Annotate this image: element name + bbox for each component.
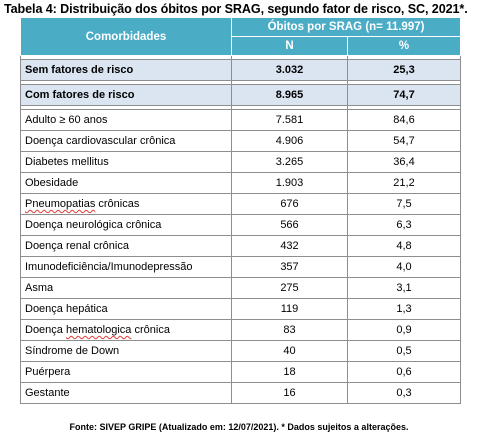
row-label: Obesidade (20, 172, 232, 194)
row-pct: 54,7 (346, 130, 462, 152)
table-row: Doença renal crônica 432 4,8 (20, 235, 462, 257)
row-pct: 0,3 (346, 382, 462, 404)
table-row: Diabetes mellitus 3.265 36,4 (20, 151, 462, 173)
row-pct: 25,3 (346, 59, 462, 81)
spacer-row (20, 80, 462, 85)
table-row: Puérpera 18 0,6 (20, 361, 462, 383)
summary-row: Sem fatores de risco 3.032 25,3 (20, 59, 462, 81)
row-pct: 7,5 (346, 193, 462, 215)
row-label: Puérpera (20, 361, 232, 383)
row-pct: 84,6 (346, 109, 462, 131)
summary-row: Com fatores de risco 8.965 74,7 (20, 84, 462, 106)
row-label: Diabetes mellitus (20, 151, 232, 173)
table-row: Pneumopatias crônicas 676 7,5 (20, 193, 462, 215)
table-row: Doença cardiovascular crônica 4.906 54,7 (20, 130, 462, 152)
row-label: Doença hepática (20, 298, 232, 320)
row-pct: 4,0 (346, 256, 462, 278)
row-label: Doença renal crônica (20, 235, 232, 257)
table-row: Asma 275 3,1 (20, 277, 462, 299)
row-pct: 4,8 (346, 235, 462, 257)
row-label: Síndrome de Down (20, 340, 232, 362)
row-n: 8.965 (231, 84, 348, 106)
row-label: Doença hematologica crônica (20, 319, 232, 341)
header-group: Óbitos por SRAG (n= 11.997) (230, 17, 462, 37)
header-pct: % (346, 36, 462, 56)
row-n: 119 (231, 298, 348, 320)
row-label: Doença neurológica crônica (20, 214, 232, 236)
row-n: 4.906 (231, 130, 348, 152)
row-pct: 36,4 (346, 151, 462, 173)
row-n: 18 (231, 361, 348, 383)
table-row: Doença neurológica crônica 566 6,3 (20, 214, 462, 236)
header-n: N (231, 36, 348, 56)
row-n: 3.032 (231, 59, 348, 81)
row-label: Sem fatores de risco (20, 59, 232, 81)
row-label: Asma (20, 277, 232, 299)
row-n: 83 (231, 319, 348, 341)
row-n: 676 (231, 193, 348, 215)
row-label: Imunodeficiência/Imunodepressão (20, 256, 232, 278)
row-pct: 21,2 (346, 172, 462, 194)
row-n: 432 (231, 235, 348, 257)
row-n: 40 (231, 340, 348, 362)
table-title: Tabela 4: Distribuição dos óbitos por SR… (4, 2, 468, 16)
table-row: Doença hematologica crônica 83 0,9 (20, 319, 462, 341)
row-pct: 0,9 (346, 319, 462, 341)
row-label: Doença cardiovascular crônica (20, 130, 232, 152)
row-n: 566 (231, 214, 348, 236)
row-n: 357 (231, 256, 348, 278)
row-pct: 0,6 (346, 361, 462, 383)
row-pct: 3,1 (346, 277, 462, 299)
row-pct: 1,3 (346, 298, 462, 320)
table-row: Adulto ≥ 60 anos 7.581 84,6 (20, 109, 462, 131)
table-body: Sem fatores de risco 3.032 25,3 Com fato… (20, 55, 462, 404)
row-label: Gestante (20, 382, 232, 404)
table-row: Síndrome de Down 40 0,5 (20, 340, 462, 362)
table-row: Imunodeficiência/Imunodepressão 357 4,0 (20, 256, 462, 278)
table-row: Doença hepática 119 1,3 (20, 298, 462, 320)
source-footnote: Fonte: SIVEP GRIPE (Atualizado em: 12/07… (69, 422, 409, 432)
header-comorbidades: Comorbidades (20, 17, 232, 56)
row-pct: 6,3 (346, 214, 462, 236)
table-row: Gestante 16 0,3 (20, 382, 462, 404)
row-label: Pneumopatias crônicas (20, 193, 232, 215)
row-n: 1.903 (231, 172, 348, 194)
spacer-row (20, 55, 462, 60)
data-table: Comorbidades Óbitos por SRAG (n= 11.997)… (20, 17, 462, 404)
spacer-row (20, 105, 462, 110)
row-label: Com fatores de risco (20, 84, 232, 106)
row-n: 275 (231, 277, 348, 299)
table-row: Obesidade 1.903 21,2 (20, 172, 462, 194)
row-pct: 0,5 (346, 340, 462, 362)
row-pct: 74,7 (346, 84, 462, 106)
row-n: 16 (231, 382, 348, 404)
row-n: 3.265 (231, 151, 348, 173)
row-n: 7.581 (231, 109, 348, 131)
row-label: Adulto ≥ 60 anos (20, 109, 232, 131)
